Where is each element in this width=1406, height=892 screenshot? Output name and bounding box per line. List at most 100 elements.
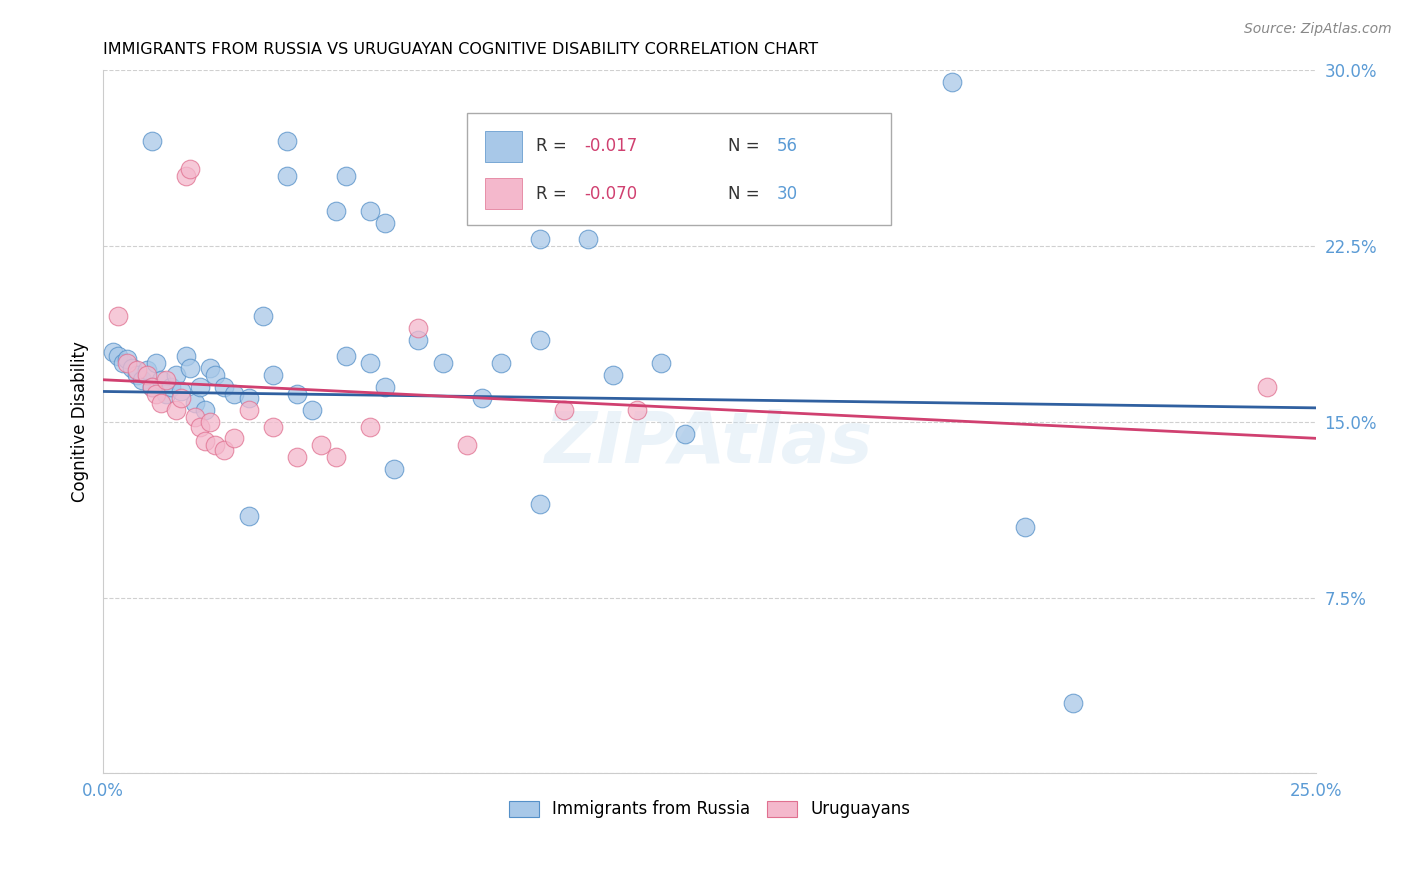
Point xyxy=(111,356,134,370)
Point xyxy=(650,356,672,370)
Point xyxy=(107,310,129,324)
Point xyxy=(135,363,157,377)
Point xyxy=(127,363,149,377)
Point xyxy=(141,380,163,394)
Text: 30: 30 xyxy=(776,185,797,202)
Point xyxy=(553,403,575,417)
Point xyxy=(224,431,246,445)
Point xyxy=(325,450,347,464)
Point xyxy=(117,351,139,366)
Text: 56: 56 xyxy=(776,137,797,155)
Point xyxy=(673,426,696,441)
Point xyxy=(188,380,211,394)
Point xyxy=(188,419,211,434)
Point xyxy=(538,145,561,160)
Point xyxy=(127,368,149,382)
Point xyxy=(325,204,347,219)
Point xyxy=(238,403,260,417)
Point xyxy=(179,161,201,176)
Point xyxy=(602,368,624,382)
Text: Source: ZipAtlas.com: Source: ZipAtlas.com xyxy=(1244,22,1392,37)
Point xyxy=(262,368,284,382)
Point xyxy=(194,434,217,448)
Point xyxy=(214,443,236,458)
Point xyxy=(432,356,454,370)
Point xyxy=(135,368,157,382)
Point xyxy=(155,386,177,401)
Point xyxy=(101,344,124,359)
Point xyxy=(174,169,197,183)
Text: N =: N = xyxy=(728,185,765,202)
Text: IMMIGRANTS FROM RUSSIA VS URUGUAYAN COGNITIVE DISABILITY CORRELATION CHART: IMMIGRANTS FROM RUSSIA VS URUGUAYAN COGN… xyxy=(103,42,818,57)
Point xyxy=(198,361,221,376)
Point xyxy=(529,497,551,511)
Point xyxy=(224,386,246,401)
Point xyxy=(170,392,193,406)
Point xyxy=(165,368,187,382)
Point xyxy=(1014,520,1036,534)
Point xyxy=(170,384,193,399)
Point xyxy=(252,310,274,324)
Point xyxy=(238,508,260,523)
Point xyxy=(141,380,163,394)
Point xyxy=(359,204,381,219)
Point xyxy=(529,333,551,347)
Point xyxy=(160,380,183,394)
Point xyxy=(1062,696,1084,710)
Point xyxy=(121,361,143,376)
Point xyxy=(238,392,260,406)
Point xyxy=(145,356,167,370)
Point xyxy=(285,386,308,401)
Point xyxy=(117,356,139,370)
Point xyxy=(311,438,333,452)
Point xyxy=(470,392,492,406)
Point xyxy=(155,373,177,387)
FancyBboxPatch shape xyxy=(485,130,522,162)
Point xyxy=(335,349,357,363)
Point xyxy=(276,169,298,183)
Point xyxy=(184,396,207,410)
Point xyxy=(373,216,395,230)
Point xyxy=(141,134,163,148)
Text: N =: N = xyxy=(728,137,765,155)
Point xyxy=(373,380,395,394)
Point xyxy=(198,415,221,429)
Text: R =: R = xyxy=(536,137,572,155)
Point xyxy=(941,75,963,89)
FancyBboxPatch shape xyxy=(467,112,891,225)
Point xyxy=(382,462,405,476)
Text: -0.070: -0.070 xyxy=(585,185,638,202)
Point xyxy=(184,410,207,425)
Point xyxy=(408,321,430,335)
Legend: Immigrants from Russia, Uruguayans: Immigrants from Russia, Uruguayans xyxy=(502,794,917,825)
Point xyxy=(1256,380,1278,394)
Point xyxy=(489,356,512,370)
Point xyxy=(204,368,226,382)
Point xyxy=(276,134,298,148)
Point xyxy=(107,349,129,363)
Point xyxy=(262,419,284,434)
Point xyxy=(204,438,226,452)
Point xyxy=(576,232,599,246)
Point xyxy=(145,386,167,401)
Point xyxy=(174,349,197,363)
Text: R =: R = xyxy=(536,185,572,202)
Text: ZIPAtlas: ZIPAtlas xyxy=(546,409,873,477)
Point xyxy=(179,361,201,376)
Point xyxy=(456,438,478,452)
Point xyxy=(529,232,551,246)
Y-axis label: Cognitive Disability: Cognitive Disability xyxy=(72,342,89,502)
Text: -0.017: -0.017 xyxy=(585,137,638,155)
Point xyxy=(165,403,187,417)
FancyBboxPatch shape xyxy=(485,178,522,210)
Point xyxy=(301,403,323,417)
Point xyxy=(285,450,308,464)
Point xyxy=(214,380,236,394)
Point xyxy=(359,356,381,370)
Point xyxy=(408,333,430,347)
Point xyxy=(359,419,381,434)
Point xyxy=(335,169,357,183)
Point xyxy=(626,403,648,417)
Point xyxy=(150,373,173,387)
Point xyxy=(194,403,217,417)
